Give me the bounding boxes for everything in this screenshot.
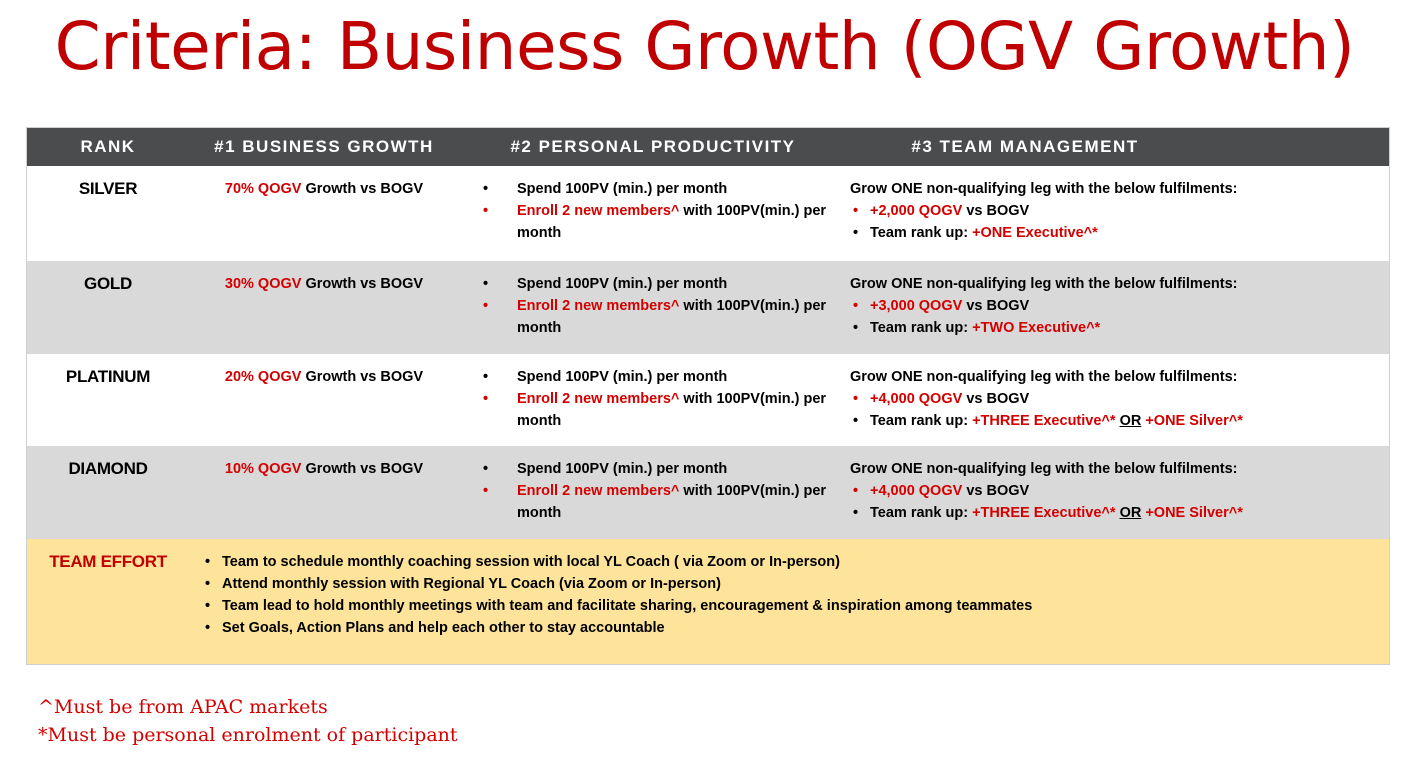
- footnotes: ^Must be from APAC markets *Must be pers…: [38, 693, 458, 749]
- business-growth-cell: 10% QOGV Growth vs BOGV: [224, 461, 424, 477]
- rank-row-platinum: PLATINUM 20% QOGV Growth vs BOGV Spend 1…: [27, 354, 1389, 446]
- team-effort-row: TEAM EFFORT Team to schedule monthly coa…: [27, 539, 1389, 664]
- team-management-cell: Grow ONE non-qualifying leg with the bel…: [850, 273, 1380, 339]
- rank-label: GOLD: [84, 274, 132, 293]
- list-item: Team lead to hold monthly meetings with …: [202, 595, 1352, 617]
- footnote-enrolment: *Must be personal enrolment of participa…: [38, 724, 458, 746]
- rank-label: PLATINUM: [65, 367, 151, 386]
- team-effort-label: TEAM EFFORT: [49, 552, 167, 571]
- list-item: Team rank up: +THREE Executive^* OR +ONE…: [850, 410, 1380, 432]
- personal-productivity-cell: Spend 100PV (min.) per month Enroll 2 ne…: [479, 458, 839, 524]
- list-item: Enroll 2 new members^ with 100PV(min.) p…: [479, 200, 839, 244]
- team-effort-list: Team to schedule monthly coaching sessio…: [202, 551, 1352, 639]
- list-item: Enroll 2 new members^ with 100PV(min.) p…: [479, 480, 839, 524]
- team-management-cell: Grow ONE non-qualifying leg with the bel…: [850, 458, 1380, 524]
- business-growth-cell: 20% QOGV Growth vs BOGV: [224, 369, 424, 385]
- list-item: Team rank up: +TWO Executive^*: [850, 317, 1380, 339]
- list-item: +4,000 QOGV vs BOGV: [850, 388, 1380, 410]
- criteria-table: RANK #1 BUSINESS GROWTH #2 PERSONAL PROD…: [26, 127, 1390, 665]
- list-item: Team rank up: +THREE Executive^* OR +ONE…: [850, 502, 1380, 524]
- footnote-apac: ^Must be from APAC markets: [38, 696, 328, 718]
- list-item: Team to schedule monthly coaching sessio…: [202, 551, 1352, 573]
- rank-label: DIAMOND: [68, 459, 148, 478]
- header-personal-productivity: #2 PERSONAL PRODUCTIVITY: [510, 137, 796, 156]
- list-item: Enroll 2 new members^ with 100PV(min.) p…: [479, 388, 839, 432]
- header-rank: RANK: [80, 137, 136, 156]
- header-team-management: #3 TEAM MANAGEMENT: [911, 137, 1139, 156]
- list-item: +3,000 QOGV vs BOGV: [850, 295, 1380, 317]
- list-item: Spend 100PV (min.) per month: [479, 366, 839, 388]
- list-item: Attend monthly session with Regional YL …: [202, 573, 1352, 595]
- list-item: Team rank up: +ONE Executive^*: [850, 222, 1380, 244]
- business-growth-cell: 70% QOGV Growth vs BOGV: [224, 181, 424, 197]
- list-item: Set Goals, Action Plans and help each ot…: [202, 617, 1352, 639]
- personal-productivity-cell: Spend 100PV (min.) per month Enroll 2 ne…: [479, 273, 839, 339]
- team-management-cell: Grow ONE non-qualifying leg with the bel…: [850, 178, 1380, 244]
- list-item: Spend 100PV (min.) per month: [479, 178, 839, 200]
- rank-label: SILVER: [78, 179, 138, 198]
- list-item: +4,000 QOGV vs BOGV: [850, 480, 1380, 502]
- list-item: +2,000 QOGV vs BOGV: [850, 200, 1380, 222]
- personal-productivity-cell: Spend 100PV (min.) per month Enroll 2 ne…: [479, 366, 839, 432]
- team-management-cell: Grow ONE non-qualifying leg with the bel…: [850, 366, 1380, 432]
- rank-row-gold: GOLD 30% QOGV Growth vs BOGV Spend 100PV…: [27, 261, 1389, 354]
- rank-row-silver: SILVER 70% QOGV Growth vs BOGV Spend 100…: [27, 166, 1389, 261]
- rank-row-diamond: DIAMOND 10% QOGV Growth vs BOGV Spend 10…: [27, 446, 1389, 539]
- business-growth-cell: 30% QOGV Growth vs BOGV: [224, 276, 424, 292]
- list-item: Enroll 2 new members^ with 100PV(min.) p…: [479, 295, 839, 339]
- list-item: Spend 100PV (min.) per month: [479, 273, 839, 295]
- personal-productivity-cell: Spend 100PV (min.) per month Enroll 2 ne…: [479, 178, 839, 244]
- list-item: Spend 100PV (min.) per month: [479, 458, 839, 480]
- table-header: RANK #1 BUSINESS GROWTH #2 PERSONAL PROD…: [27, 128, 1389, 166]
- header-business-growth: #1 BUSINESS GROWTH: [214, 137, 434, 156]
- page-title: Criteria: Business Growth (OGV Growth): [54, 8, 1355, 85]
